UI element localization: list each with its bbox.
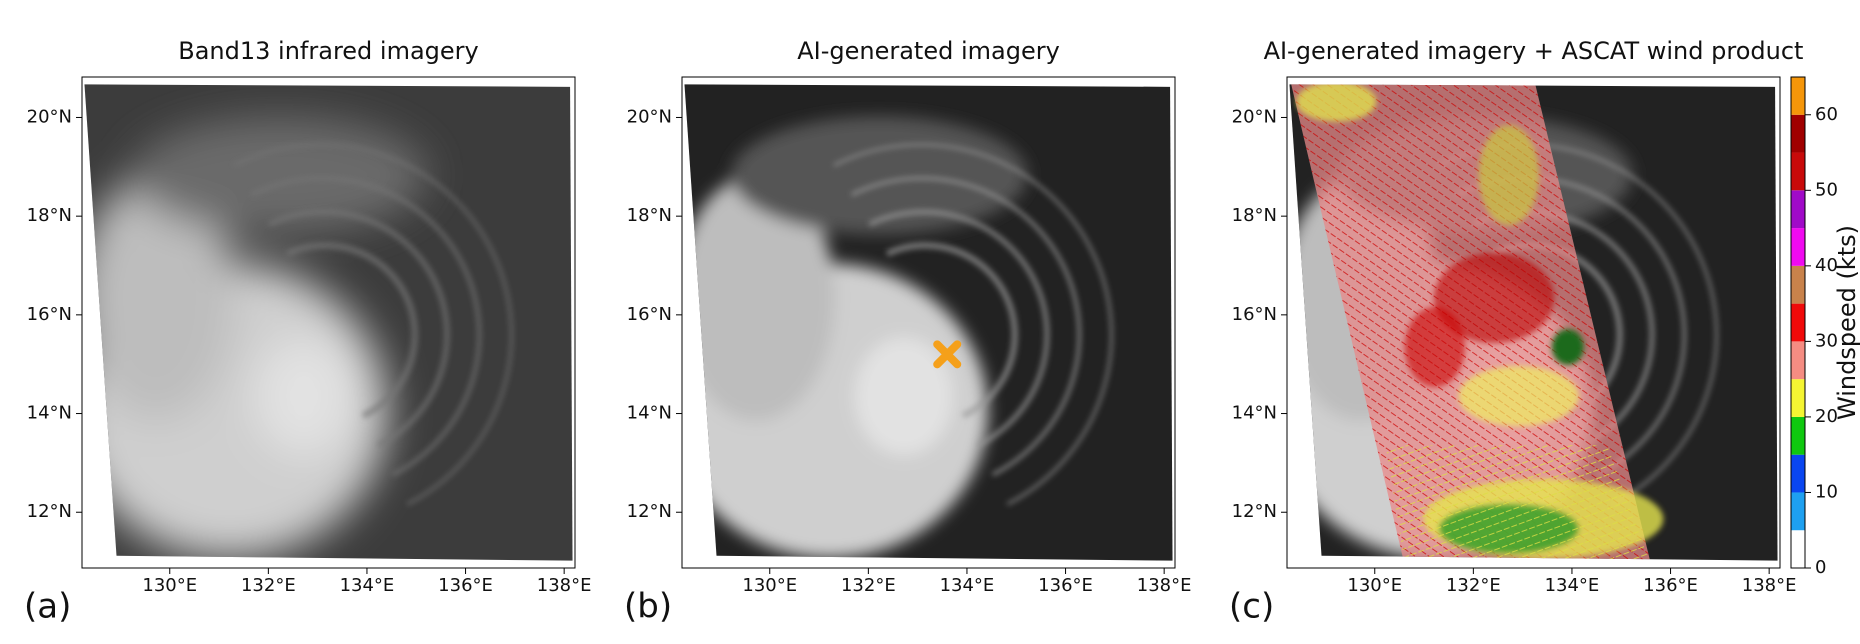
x-tick-label: 136°E [1643,575,1698,596]
y-tick-label: 20°N [27,106,72,127]
colorbar-tick-label: 0 [1815,557,1826,578]
colorbar-segment [1791,77,1805,115]
spiral-band [885,242,1018,419]
y-tick-label: 14°N [627,403,672,424]
bands [833,143,1113,506]
y-tick-label: 12°N [27,501,72,522]
imagery [1289,84,1778,561]
eye [1552,329,1585,366]
colorbar-tick-label: 10 [1815,481,1838,502]
colorbar-segment [1791,228,1805,266]
panel-label: (c) [1229,587,1274,627]
axes-frame [1286,76,1781,569]
axes-frame [81,76,576,569]
wind-patch [1458,366,1579,427]
clouds [84,116,428,559]
colorbar-segment [1791,152,1805,191]
y-tick-label: 20°N [1232,106,1277,127]
spiral-band [268,209,450,448]
y-tick-label: 18°N [627,205,672,226]
colorbar-segment [1791,114,1805,153]
cloud [731,116,1028,235]
colorbar-segment [1791,492,1805,531]
y-tick-label: 18°N [1232,205,1277,226]
x-tick-label: 134°E [1545,575,1600,596]
colorbar-segment [1791,530,1805,568]
colorbar-segment [1791,190,1805,229]
colorbar-segment [1791,341,1805,380]
colorbar-tick-label: 30 [1815,330,1838,351]
imagery [84,84,573,561]
cloud [84,175,235,421]
y-tick-label: 16°N [627,304,672,325]
colorbar-segment [1791,379,1805,417]
cloud [854,337,954,456]
x-tick-label: 132°E [1446,575,1501,596]
cloud [131,116,428,235]
colorbar-tick-label: 50 [1815,179,1838,200]
spiral-band [868,209,1050,448]
x-tick-label: 132°E [241,575,296,596]
x-tick-label: 136°E [438,575,493,596]
bands [233,143,513,506]
y-tick-label: 14°N [1232,403,1277,424]
y-tick-label: 20°N [627,106,672,127]
spiral-band [833,143,1113,506]
spiral-band [233,143,513,506]
colorbar-tick-label: 40 [1815,255,1838,276]
colorbar-label: Windspeed (kts) [1833,225,1860,420]
x-tick-label: 138°E [537,575,592,596]
colorbar-segment [1791,265,1805,304]
wind-patch [1296,84,1377,122]
y-tick-label: 18°N [27,205,72,226]
x-tick-label: 134°E [340,575,395,596]
cloud [684,175,835,421]
y-tick-label: 16°N [27,304,72,325]
y-tick-label: 12°N [1232,501,1277,522]
x-tick-label: 138°E [1742,575,1797,596]
wind-patch [1434,252,1555,343]
wind-patch [1478,125,1539,226]
panel-label: (b) [624,587,672,627]
x-tick-label: 136°E [1038,575,1093,596]
colorbar-segment [1791,454,1805,493]
wind-patch [1404,307,1465,388]
colorbar-segment [1791,416,1805,455]
spiral-band [850,176,1082,477]
colorbar-frame [1790,76,1806,569]
colorbar-tick-label: 20 [1815,406,1838,427]
x-tick-label: 138°E [1137,575,1192,596]
swath-arrows-yellow [1385,445,1652,561]
y-tick-label: 16°N [1232,304,1277,325]
y-tick-label: 12°N [627,501,672,522]
colorbar-segment [1791,303,1805,342]
storm-center-marker [933,340,962,369]
colorbar-tick-label: 60 [1815,104,1838,125]
x-tick-label: 130°E [742,575,797,596]
spiral-band [285,242,418,419]
panel-title: AI-generated imagery + ASCAT wind produc… [1264,37,1804,65]
x-tick-label: 130°E [1347,575,1402,596]
y-tick-label: 14°N [27,403,72,424]
panel-title: AI-generated imagery [797,37,1060,65]
clouds [684,116,1028,559]
x-tick-label: 134°E [940,575,995,596]
x-tick-label: 132°E [841,575,896,596]
spiral-band [250,176,482,477]
axes-frame [681,76,1176,569]
x-tick-label: 130°E [142,575,197,596]
panel-title: Band13 infrared imagery [178,37,478,65]
imagery [684,84,1173,561]
cloud [254,337,354,456]
panel-label: (a) [24,587,71,627]
